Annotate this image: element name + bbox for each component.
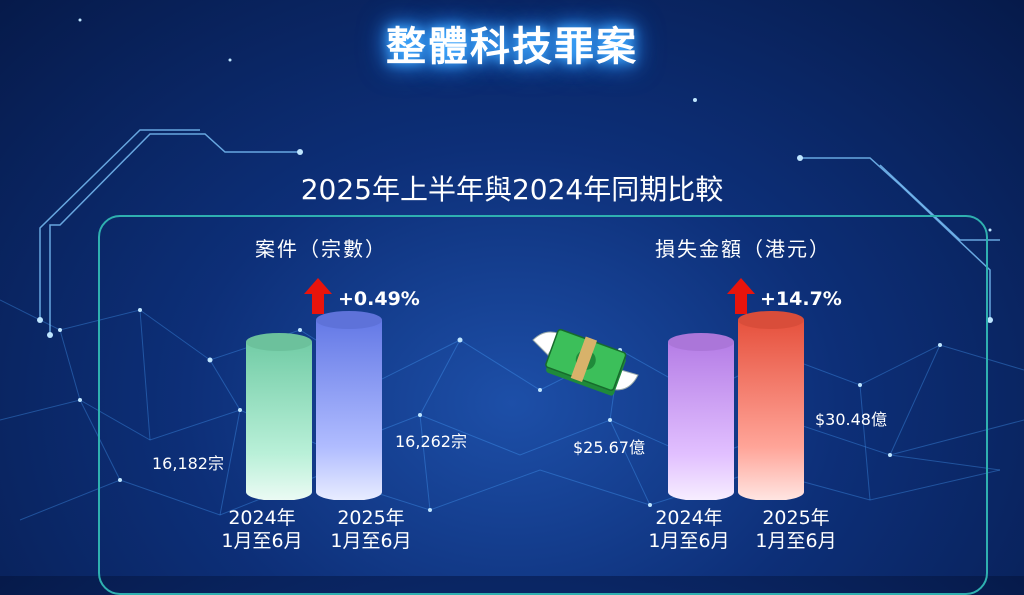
comparison-subtitle: 2025年上半年與2024年同期比較 bbox=[300, 173, 724, 206]
cases-change-label: +0.49% bbox=[338, 288, 420, 310]
category-period: 1月至6月 bbox=[330, 530, 412, 552]
loss-2025-value: $30.48億 bbox=[815, 410, 887, 429]
category-year: 2024年 bbox=[655, 507, 723, 529]
category-period: 1月至6月 bbox=[648, 530, 730, 552]
category-year: 2025年 bbox=[337, 507, 405, 529]
increase-arrow-icon bbox=[727, 278, 755, 314]
increase-arrow-icon bbox=[304, 278, 332, 314]
loss-change-label: +14.7% bbox=[760, 288, 842, 310]
page-title: 整體科技罪案 bbox=[386, 24, 638, 70]
category-period: 1月至6月 bbox=[755, 530, 837, 552]
cases-bars bbox=[246, 311, 382, 500]
loss-chart-title: 損失金額（港元） bbox=[655, 237, 831, 261]
loss-2024-category: 2024年 1月至6月 bbox=[634, 507, 744, 553]
cases-bar-0 bbox=[246, 333, 312, 500]
loss-bars bbox=[668, 311, 804, 500]
cases-chart-title: 案件（宗數） bbox=[255, 237, 387, 261]
loss-bar-1 bbox=[738, 311, 804, 500]
cases-bar-1 bbox=[316, 311, 382, 500]
category-year: 2025年 bbox=[762, 507, 830, 529]
background-network bbox=[0, 18, 1024, 521]
flying-money-icon bbox=[532, 328, 639, 396]
category-period: 1月至6月 bbox=[221, 530, 303, 552]
cases-2025-category: 2025年 1月至6月 bbox=[316, 507, 426, 553]
loss-2024-value: $25.67億 bbox=[573, 438, 645, 457]
cases-2025-value: 16,262宗 bbox=[395, 432, 467, 451]
category-year: 2024年 bbox=[228, 507, 296, 529]
loss-2025-category: 2025年 1月至6月 bbox=[741, 507, 851, 553]
cases-2024-value: 16,182宗 bbox=[152, 454, 224, 473]
cases-2024-category: 2024年 1月至6月 bbox=[207, 507, 317, 553]
loss-bar-0 bbox=[668, 333, 734, 500]
